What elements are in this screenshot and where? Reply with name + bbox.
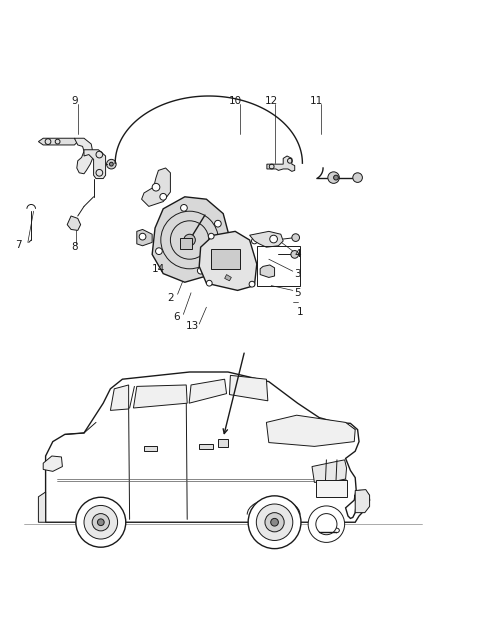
Circle shape bbox=[270, 235, 277, 243]
Circle shape bbox=[206, 280, 212, 286]
Circle shape bbox=[292, 234, 300, 241]
Polygon shape bbox=[142, 168, 170, 207]
Bar bbox=[218, 439, 228, 447]
Circle shape bbox=[271, 519, 278, 526]
Polygon shape bbox=[133, 385, 187, 408]
Text: 5: 5 bbox=[294, 288, 301, 298]
Text: 10: 10 bbox=[228, 96, 242, 106]
Circle shape bbox=[197, 267, 204, 274]
Polygon shape bbox=[43, 456, 62, 471]
Text: 12: 12 bbox=[264, 96, 278, 106]
Text: 9: 9 bbox=[71, 96, 78, 106]
Circle shape bbox=[308, 506, 345, 542]
Circle shape bbox=[109, 162, 113, 166]
Text: 3: 3 bbox=[294, 268, 301, 278]
Circle shape bbox=[152, 183, 160, 191]
Circle shape bbox=[353, 173, 362, 182]
Text: 7: 7 bbox=[15, 240, 22, 250]
Circle shape bbox=[139, 233, 146, 240]
Text: 13: 13 bbox=[185, 321, 199, 331]
Text: 11: 11 bbox=[310, 96, 324, 106]
Circle shape bbox=[156, 248, 162, 255]
Circle shape bbox=[249, 281, 255, 287]
Circle shape bbox=[328, 172, 339, 183]
Bar bbox=[316, 480, 347, 497]
Circle shape bbox=[184, 234, 195, 246]
Circle shape bbox=[160, 193, 167, 200]
Polygon shape bbox=[229, 376, 268, 401]
Polygon shape bbox=[110, 385, 129, 411]
Polygon shape bbox=[266, 415, 355, 446]
Bar bbox=[199, 444, 213, 449]
Text: 2: 2 bbox=[167, 293, 174, 303]
Circle shape bbox=[334, 175, 338, 180]
Text: 6: 6 bbox=[173, 312, 180, 322]
Bar bbox=[144, 446, 157, 451]
Text: 8: 8 bbox=[71, 242, 78, 252]
Polygon shape bbox=[38, 492, 46, 522]
Circle shape bbox=[265, 513, 284, 532]
Bar bbox=[180, 238, 192, 248]
Polygon shape bbox=[84, 150, 106, 178]
Polygon shape bbox=[137, 230, 152, 246]
Circle shape bbox=[256, 504, 293, 540]
Bar bbox=[211, 248, 240, 269]
Circle shape bbox=[84, 505, 118, 539]
Polygon shape bbox=[74, 139, 94, 173]
Text: 14: 14 bbox=[152, 264, 165, 274]
Circle shape bbox=[291, 251, 299, 258]
Circle shape bbox=[97, 519, 104, 525]
Circle shape bbox=[92, 514, 109, 531]
Polygon shape bbox=[250, 232, 283, 247]
Text: 4: 4 bbox=[294, 250, 301, 260]
Polygon shape bbox=[46, 372, 370, 522]
Circle shape bbox=[180, 205, 187, 211]
Circle shape bbox=[252, 238, 257, 244]
Polygon shape bbox=[38, 139, 78, 145]
Polygon shape bbox=[267, 156, 295, 172]
Polygon shape bbox=[355, 490, 370, 513]
Text: 1: 1 bbox=[297, 307, 303, 317]
Polygon shape bbox=[199, 232, 257, 290]
Circle shape bbox=[107, 159, 116, 169]
Polygon shape bbox=[152, 197, 229, 282]
Polygon shape bbox=[225, 275, 231, 281]
Polygon shape bbox=[67, 216, 81, 230]
Circle shape bbox=[76, 497, 126, 547]
Circle shape bbox=[208, 233, 214, 239]
Polygon shape bbox=[189, 379, 227, 403]
Polygon shape bbox=[312, 460, 347, 482]
Polygon shape bbox=[260, 265, 275, 278]
Bar bbox=[257, 246, 300, 286]
Circle shape bbox=[248, 496, 301, 548]
Circle shape bbox=[215, 220, 221, 227]
